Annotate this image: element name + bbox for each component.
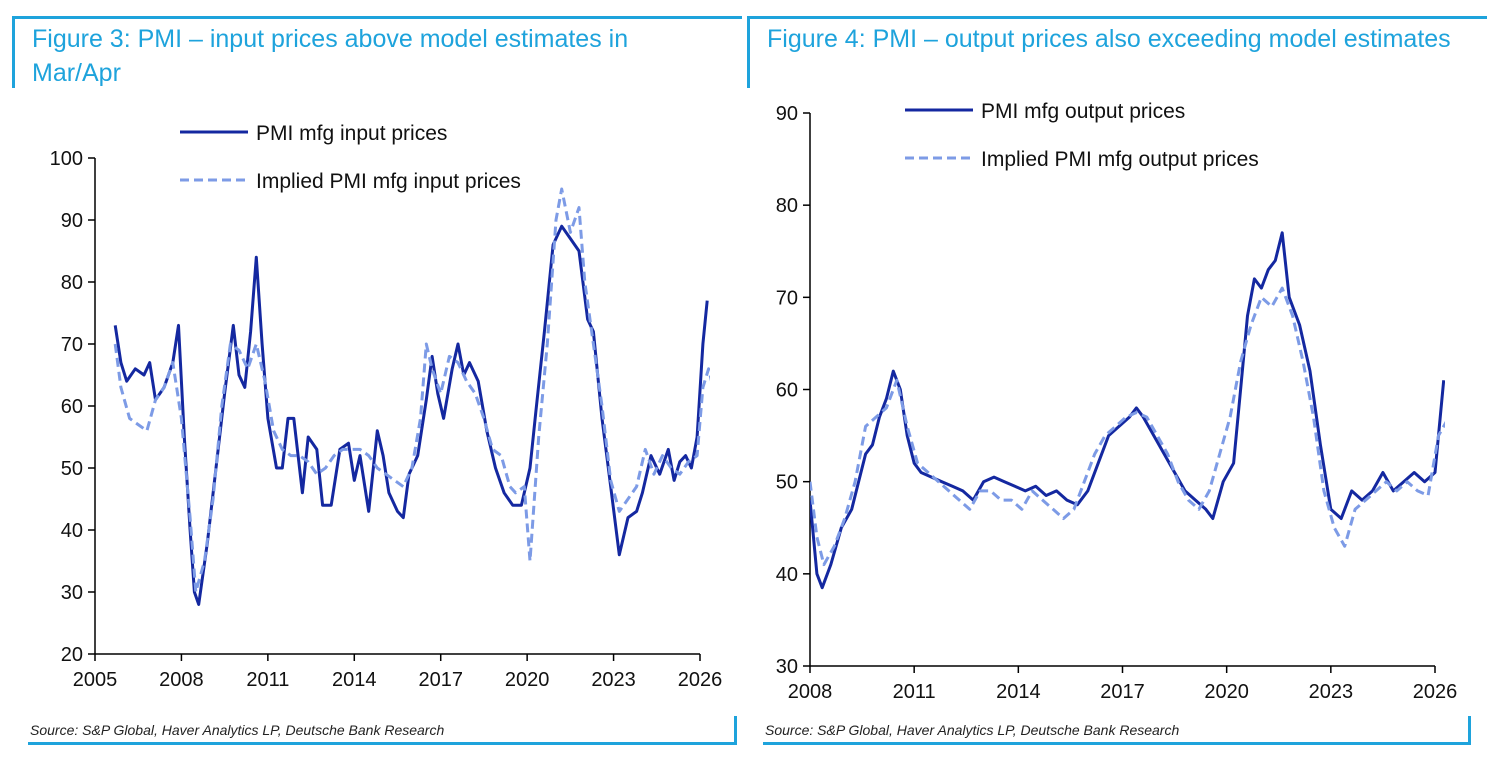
figure-3-panel: Figure 3: PMI – input prices above model… [0,0,742,759]
y-tick-label: 50 [61,458,83,480]
y-tick-label: 90 [61,210,83,232]
x-tick-label: 2008 [788,681,833,703]
x-tick-label: 2017 [418,669,463,691]
y-tick-label: 20 [61,644,83,666]
source-note: Source: S&P Global, Haver Analytics LP, … [765,722,1180,738]
x-tick-label: 2020 [505,669,550,691]
legend-label: Implied PMI mfg input prices [256,170,521,193]
x-tick-label: 2023 [591,669,636,691]
actual-series-line [113,224,709,606]
x-tick-label: 2014 [332,669,377,691]
y-tick-label: 80 [776,195,798,217]
chart-title: Figure 3: PMI – input prices above model… [32,25,629,87]
footer-rule-side [734,716,737,744]
legend-label: PMI mfg output prices [981,100,1185,123]
x-tick-label: 2026 [1413,681,1458,703]
footer-rule-side [1468,716,1471,744]
y-tick-label: 90 [776,103,798,125]
title-rule [12,16,742,19]
y-tick-label: 70 [61,334,83,356]
y-tick-label: 30 [776,656,798,678]
y-tick-label: 70 [776,287,798,309]
x-tick-label: 2005 [73,669,118,691]
x-tick-label: 2020 [1204,681,1249,703]
y-tick-label: 30 [61,582,83,604]
chart-title: Figure 4: PMI – output prices also excee… [767,25,1451,53]
title-rule-side [747,16,750,88]
legend-label: Implied PMI mfg output prices [981,148,1259,171]
figure-4-panel: Figure 4: PMI – output prices also excee… [745,0,1500,759]
footer-rule [763,742,1471,745]
x-tick-label: 2023 [1309,681,1354,703]
x-tick-label: 2014 [996,681,1041,703]
x-tick-label: 2017 [1100,681,1145,703]
title-rule [747,16,1487,19]
y-tick-label: 40 [776,564,798,586]
footer-rule [28,742,737,745]
implied-series-line [810,286,1445,567]
source-note: Source: S&P Global, Haver Analytics LP, … [30,722,445,738]
y-tick-label: 60 [776,380,798,402]
implied-series-line [113,187,710,594]
chart-plot: 30 40 50 60 70 80 90 2008 2011 2014 2017 2020 2023 20… [776,100,1458,703]
y-tick-label: 60 [61,396,83,418]
y-tick-label: 50 [776,472,798,494]
y-tick-label: 80 [61,272,83,294]
legend-label: PMI mfg input prices [256,122,447,145]
y-tick-label: 40 [61,520,83,542]
chart-plot: 20 30 40 50 60 70 80 90 100 2005 2008 2011 2014 2017 2… [50,122,723,691]
title-rule-side [12,16,15,88]
x-tick-label: 2011 [893,681,936,703]
y-tick-label: 100 [50,148,83,170]
x-tick-label: 2026 [678,669,723,691]
x-tick-label: 2008 [159,669,204,691]
x-tick-label: 2011 [246,669,289,691]
